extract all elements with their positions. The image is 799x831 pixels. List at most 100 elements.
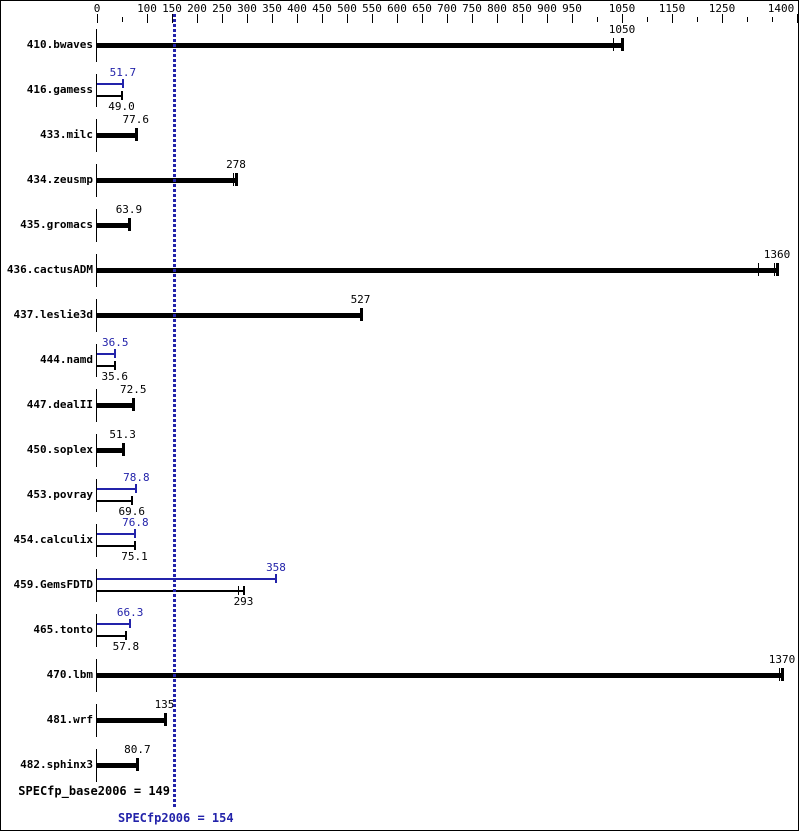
axis-tick-label: 1250 bbox=[708, 2, 736, 15]
base-bar bbox=[97, 313, 361, 318]
axis-tick-label: 200 bbox=[187, 2, 207, 15]
benchmark-label: 481.wrf bbox=[46, 713, 93, 726]
row-baseline bbox=[96, 299, 97, 332]
row-baseline bbox=[96, 569, 97, 602]
axis-tick-label: 900 bbox=[537, 2, 557, 15]
peak-value-label: 36.5 bbox=[102, 336, 129, 349]
peak-bar-end-tick bbox=[114, 349, 117, 358]
axis-minor-tick bbox=[771, 17, 773, 22]
axis-major-tick bbox=[621, 14, 623, 23]
base-bar bbox=[97, 545, 135, 547]
axis-major-tick bbox=[496, 14, 498, 23]
axis-major-tick bbox=[471, 14, 473, 23]
axis-tick-label: 800 bbox=[487, 2, 507, 15]
axis-major-tick bbox=[721, 14, 723, 23]
base-value-label: 293 bbox=[233, 595, 254, 608]
axis-tick-label: 150 bbox=[162, 2, 182, 15]
run-tick bbox=[779, 668, 780, 681]
base-bar bbox=[97, 763, 138, 768]
axis-minor-tick bbox=[746, 17, 748, 22]
run-tick bbox=[613, 38, 614, 51]
base-bar bbox=[97, 178, 236, 183]
benchmark-label: 465.tonto bbox=[33, 623, 93, 636]
benchmark-label: 436.cactusADM bbox=[6, 263, 93, 276]
axis-major-tick bbox=[246, 14, 248, 23]
axis-major-tick bbox=[671, 14, 673, 23]
base-bar-end-tick bbox=[120, 91, 123, 100]
benchmark-label: 450.soplex bbox=[26, 443, 93, 456]
axis-tick-label: 450 bbox=[312, 2, 332, 15]
base-bar-end-tick bbox=[776, 263, 779, 276]
base-bar bbox=[97, 365, 115, 367]
base-value-label: 1370 bbox=[768, 653, 796, 666]
axis-minor-tick bbox=[646, 17, 648, 22]
peak-value-label: 51.7 bbox=[109, 66, 137, 79]
row-baseline bbox=[96, 389, 97, 422]
row-baseline bbox=[96, 119, 97, 152]
row-baseline bbox=[96, 164, 97, 197]
axis-major-tick bbox=[421, 14, 423, 23]
benchmark-label: 435.gromacs bbox=[20, 218, 93, 231]
axis-minor-tick bbox=[121, 17, 123, 22]
peak-bar-end-tick bbox=[121, 79, 124, 88]
benchmark-label: 410.bwaves bbox=[26, 38, 93, 51]
axis-tick-label: 500 bbox=[337, 2, 357, 15]
row-baseline bbox=[96, 434, 97, 467]
base-bar bbox=[97, 635, 126, 637]
base-value-label: 72.5 bbox=[120, 383, 147, 396]
base-bar-end-tick bbox=[134, 128, 138, 141]
run-tick bbox=[758, 263, 759, 276]
base-bar bbox=[97, 95, 122, 97]
peak-bar bbox=[97, 83, 123, 85]
axis-tick-label: 350 bbox=[262, 2, 282, 15]
run-tick bbox=[233, 173, 234, 186]
peak-value-label: 76.8 bbox=[122, 516, 149, 529]
axis-major-tick bbox=[196, 14, 198, 23]
base-value-label: 35.6 bbox=[101, 370, 129, 383]
base-bar-end-tick bbox=[235, 173, 238, 186]
axis-tick-label: 600 bbox=[387, 2, 407, 15]
run-tick bbox=[774, 263, 775, 276]
axis-major-tick bbox=[96, 14, 98, 23]
axis-tick-label: 1400 bbox=[767, 2, 795, 15]
axis-major-tick bbox=[171, 14, 173, 23]
base-value-label: 69.6 bbox=[118, 505, 146, 518]
axis-major-tick bbox=[346, 14, 348, 23]
axis-major-tick bbox=[321, 14, 323, 23]
benchmark-label: 459.GemsFDTD bbox=[13, 578, 93, 591]
row-baseline bbox=[96, 704, 97, 737]
benchmark-label: 447.dealII bbox=[26, 398, 93, 411]
peak-value-label: 358 bbox=[266, 561, 286, 574]
axis-minor-tick bbox=[596, 17, 598, 22]
axis-major-tick bbox=[296, 14, 298, 23]
axis-tick-label: 300 bbox=[237, 2, 257, 15]
peak-bar-end-tick bbox=[129, 619, 132, 628]
benchmark-label: 482.sphinx3 bbox=[20, 758, 93, 771]
base-bar bbox=[97, 268, 777, 273]
base-bar-end-tick bbox=[121, 443, 125, 456]
peak-bar-end-tick bbox=[135, 484, 138, 493]
peak-bar bbox=[97, 533, 136, 535]
axis-major-tick bbox=[446, 14, 448, 23]
base-value-label: 51.3 bbox=[109, 428, 136, 441]
benchmark-label: 437.leslie3d bbox=[13, 308, 93, 321]
run-tick bbox=[238, 586, 239, 595]
base-bar bbox=[97, 718, 165, 723]
axis-tick-label: 100 bbox=[137, 2, 157, 15]
row-baseline bbox=[96, 614, 97, 647]
axis-major-tick bbox=[521, 14, 523, 23]
axis-tick-label: 550 bbox=[362, 2, 382, 15]
peak-value-label: 66.3 bbox=[116, 606, 144, 619]
base-value-label: 77.6 bbox=[122, 113, 150, 126]
axis-tick-label: 700 bbox=[437, 2, 457, 15]
row-baseline bbox=[96, 74, 97, 107]
base-bar-end-tick bbox=[130, 496, 133, 505]
base-value-label: 75.1 bbox=[121, 550, 148, 563]
peak-bar-end-tick bbox=[134, 529, 137, 538]
base-bar-end-tick bbox=[621, 38, 624, 51]
base-bar bbox=[97, 133, 136, 138]
base-value-label: 1360 bbox=[763, 248, 791, 261]
benchmark-label: 453.povray bbox=[26, 488, 93, 501]
row-baseline bbox=[96, 659, 97, 692]
base-value-label: 1050 bbox=[608, 23, 636, 36]
